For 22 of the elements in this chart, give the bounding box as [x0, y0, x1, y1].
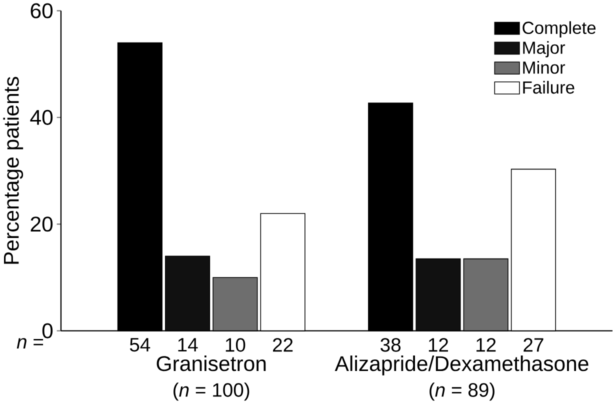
text: 14 — [178, 338, 198, 352]
y-axis-title: Percentage patients — [3, 76, 24, 264]
y-tick-label: 60 — [30, 3, 53, 18]
text: (n = 89) — [430, 382, 494, 401]
text: 12 — [428, 338, 448, 352]
legend-label: Failure — [523, 80, 574, 94]
legend-label: Complete — [522, 21, 596, 38]
text: 22 — [273, 338, 293, 352]
text: (n = 100) — [174, 382, 250, 401]
legend-label: Major — [523, 41, 566, 58]
x-tick-label: Alizapride/Dexamethasone — [334, 356, 588, 376]
legend-label: Minor — [523, 61, 566, 74]
text: n = — [16, 338, 44, 349]
text: 10 — [226, 338, 246, 352]
text: 54 — [130, 338, 150, 352]
y-tick-label: 40 — [30, 110, 53, 126]
text: 38 — [380, 338, 401, 352]
y-tick-label: 0 — [42, 323, 53, 338]
text: 12 — [476, 338, 496, 352]
y-tick-label: 20 — [30, 216, 53, 232]
x-tick-label: Granisetron — [156, 356, 266, 372]
text: 27 — [524, 338, 544, 352]
